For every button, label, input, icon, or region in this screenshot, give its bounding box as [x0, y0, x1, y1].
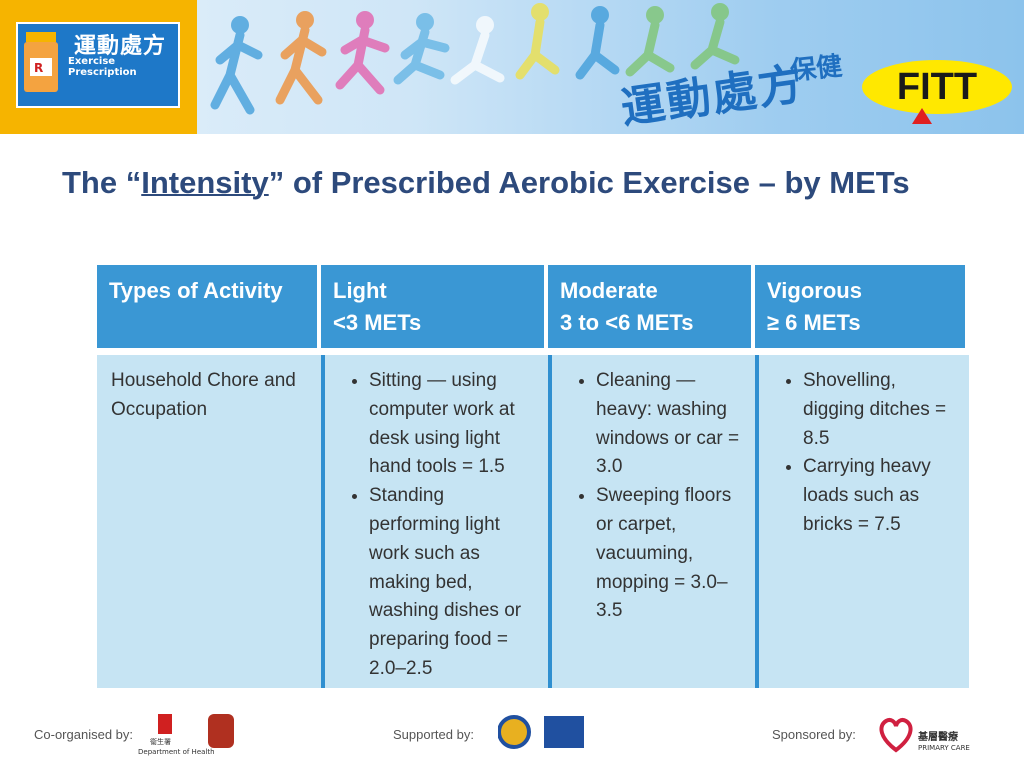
logo-title: 運動處方	[74, 34, 167, 59]
body-cell: Cleaning — heavy: washing windows or car…	[552, 355, 755, 688]
body-cell: Shovelling, digging ditches = 8.5Carryin…	[759, 355, 969, 688]
logo-caption: Department of Health	[138, 748, 215, 756]
column-range: 3 to <6 METs	[560, 310, 694, 335]
item-list: Shovelling, digging ditches = 8.5Carryin…	[773, 367, 957, 540]
partner-logos	[158, 714, 234, 748]
sponsor-name: PRIMARY CARE	[918, 744, 970, 752]
column-name: Light	[333, 278, 387, 303]
column-name: Vigorous	[767, 278, 862, 303]
item-list: Sitting — using computer work at desk us…	[339, 367, 536, 684]
sponsor-name: 基層醫療	[918, 732, 958, 743]
logo-box: R 運動處方 Exercise Prescription	[0, 0, 197, 134]
fitt-badge: FITT	[862, 60, 1012, 114]
supporter-logos	[498, 715, 584, 749]
footer-label: Supported by:	[393, 727, 474, 742]
body-cell: Sitting — using computer work at desk us…	[325, 355, 548, 688]
title-emphasis: Intensity	[141, 165, 269, 200]
column-separator	[755, 355, 759, 688]
header-cell: Vigorous ≥ 6 METs	[755, 265, 965, 348]
column-range: ≥ 6 METs	[767, 310, 861, 335]
header-cell: Moderate 3 to <6 METs	[548, 265, 751, 348]
list-item: Sweeping floors or carpet, vacuuming, mo…	[596, 482, 743, 626]
footer-label: Co-organised by:	[34, 727, 133, 742]
logo: R 運動處方 Exercise Prescription	[16, 22, 180, 108]
column-name: Moderate	[560, 278, 658, 303]
header-cell: Light <3 METs	[321, 265, 544, 348]
pill-bottle: R	[24, 32, 58, 92]
svg-text:R: R	[34, 61, 43, 75]
title-text: The “	[62, 165, 142, 200]
list-item: Shovelling, digging ditches = 8.5	[803, 367, 957, 453]
column-name: Types of Activity	[109, 278, 283, 303]
badge-arrow	[912, 108, 932, 124]
column-separator	[321, 355, 325, 688]
column-range: <3 METs	[333, 310, 422, 335]
list-item: Carrying heavy loads such as bricks = 7.…	[803, 453, 957, 539]
header-cell: Types of Activity	[97, 265, 317, 348]
list-item: Standing performing light work such as m…	[369, 482, 536, 684]
item-list: Cleaning — heavy: washing windows or car…	[566, 367, 743, 626]
title-text: ” of Prescribed Aerobic Exercise – by ME…	[268, 165, 910, 200]
row-category: Household Chore and Occupation	[111, 370, 296, 420]
slide-title: The “Intensity” of Prescribed Aerobic Ex…	[62, 160, 942, 206]
runner-figures	[210, 3, 740, 115]
body-cell: Household Chore and Occupation	[97, 355, 321, 688]
logo-caption: 衞生署	[150, 738, 171, 746]
list-item: Sitting — using computer work at desk us…	[369, 367, 536, 482]
list-item: Cleaning — heavy: washing windows or car…	[596, 367, 743, 482]
column-separator	[548, 355, 552, 688]
sponsor-logo	[879, 717, 913, 753]
logo-subtitle: Exercise Prescription	[68, 56, 137, 78]
footer-label: Sponsored by:	[772, 727, 856, 742]
banner-text: 保健	[788, 51, 844, 87]
